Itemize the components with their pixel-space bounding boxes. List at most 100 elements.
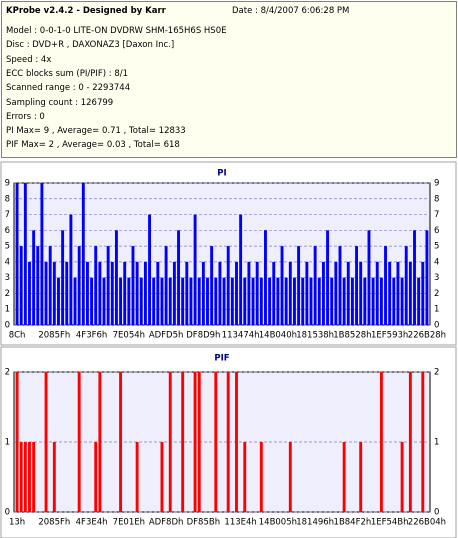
bar xyxy=(214,372,218,512)
bar xyxy=(247,261,251,325)
bar xyxy=(23,442,27,512)
bar xyxy=(44,261,48,325)
date: Date : 8/4/2007 6:06:28 PM xyxy=(232,6,350,16)
bar xyxy=(359,442,363,512)
info-line: Speed : 4x xyxy=(6,54,52,65)
bar xyxy=(301,277,305,325)
bar xyxy=(235,261,238,325)
x-tick-label: 4F3E4h xyxy=(76,518,108,528)
y-tick-label-right: 5 xyxy=(434,242,439,252)
y-tick-label: 6 xyxy=(5,226,10,236)
bar xyxy=(57,277,60,325)
bar xyxy=(185,261,189,325)
bar xyxy=(346,261,350,325)
x-tick-label: DF85Bh xyxy=(187,518,220,528)
bar xyxy=(388,261,392,325)
bar xyxy=(77,372,81,512)
bar xyxy=(206,277,209,325)
info-line: Scanned range : 0 - 2293744 xyxy=(6,83,131,94)
bar xyxy=(421,261,425,325)
x-tick-label: 226B28h xyxy=(408,331,446,341)
bar xyxy=(61,230,65,325)
x-tick-label: 2085Fh xyxy=(38,518,70,528)
bar xyxy=(106,246,110,325)
bar xyxy=(135,261,139,325)
bar xyxy=(94,442,98,512)
bar xyxy=(114,230,118,325)
bar xyxy=(350,277,354,325)
info-line: PIF Max= 2 , Average= 0.03 , Total= 618 xyxy=(6,140,180,151)
bar xyxy=(143,261,147,325)
bar xyxy=(110,261,114,325)
y-tick-label-right: 1 xyxy=(434,305,439,315)
y-tick-label: 0 xyxy=(5,321,10,331)
bar xyxy=(23,183,27,325)
bar xyxy=(86,261,89,325)
bar xyxy=(15,372,19,512)
bar xyxy=(400,277,404,325)
bar xyxy=(226,246,230,325)
bar xyxy=(288,442,292,512)
bar xyxy=(404,246,408,325)
bar xyxy=(375,261,379,325)
bar xyxy=(197,372,201,512)
x-tick-label: 1EF54Bh xyxy=(371,518,409,528)
x-tick-label: 13h xyxy=(9,518,25,528)
y-tick-label: 9 xyxy=(5,179,10,189)
bar xyxy=(239,214,243,325)
bar xyxy=(28,442,31,512)
bar xyxy=(148,214,151,325)
bar xyxy=(334,261,338,325)
bar xyxy=(102,277,106,325)
bar xyxy=(98,372,102,512)
bar xyxy=(193,214,197,325)
info-line: PI Max= 9 , Average= 0.71 , Total= 12833 xyxy=(6,126,186,137)
bar xyxy=(396,261,400,325)
y-tick-label: 4 xyxy=(5,257,10,267)
info-panel: KProbe v2.4.2 - Designed by Karr Date : … xyxy=(1,1,457,158)
bar xyxy=(367,230,371,325)
bar xyxy=(243,277,247,325)
bar xyxy=(392,277,396,325)
chart-title: PIF xyxy=(214,354,229,364)
bar xyxy=(321,261,325,325)
x-tick-label: 4F3F6h xyxy=(76,331,107,341)
bar xyxy=(135,442,139,512)
bar xyxy=(317,277,321,325)
bar xyxy=(342,442,346,512)
bar xyxy=(251,277,255,325)
y-tick-label: 5 xyxy=(5,242,10,252)
bar xyxy=(400,442,404,512)
bar xyxy=(363,277,367,325)
bar xyxy=(52,261,56,325)
bar xyxy=(15,183,19,325)
y-tick-label: 0 xyxy=(5,508,10,518)
x-tick-label: 1EF593h xyxy=(371,331,408,341)
y-tick-label-right: 1 xyxy=(434,438,439,448)
bar xyxy=(69,214,73,325)
bar xyxy=(413,230,416,325)
x-tick-label: 1B8528h xyxy=(333,331,371,341)
bar xyxy=(152,277,156,325)
x-tick-label: 113474h xyxy=(222,331,260,341)
bar xyxy=(421,372,425,512)
bar xyxy=(139,277,143,325)
bar xyxy=(371,277,375,325)
x-tick-label: 113E4h xyxy=(224,518,256,528)
bar xyxy=(309,277,313,325)
bar xyxy=(326,230,330,325)
y-tick-label-right: 6 xyxy=(434,226,439,236)
y-tick-label: 2 xyxy=(5,368,10,378)
bar xyxy=(19,246,23,325)
bar xyxy=(259,277,263,325)
bar xyxy=(168,277,172,325)
bar xyxy=(36,246,40,325)
bar xyxy=(338,246,342,325)
bar xyxy=(268,277,272,325)
info-line: ECC blocks sum (PI/PIF) : 8/1 xyxy=(6,68,129,79)
y-tick-label-right: 3 xyxy=(434,273,439,283)
bar xyxy=(119,372,123,512)
bar xyxy=(168,372,172,512)
bar xyxy=(342,277,346,325)
